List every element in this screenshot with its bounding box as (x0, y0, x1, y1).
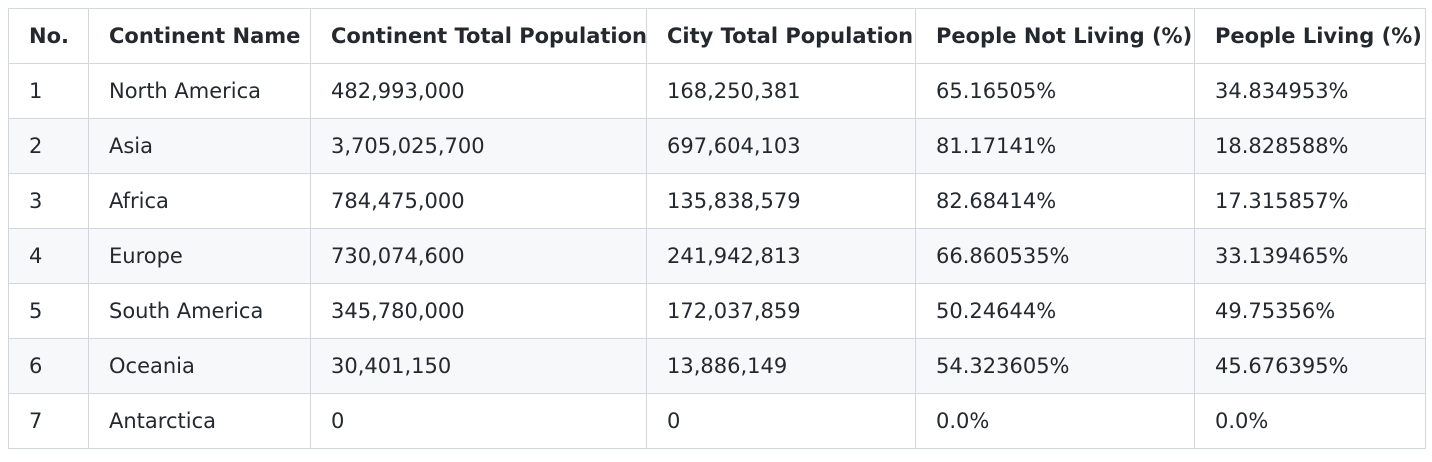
header-continent-total-population: Continent Total Population (310, 8, 647, 64)
table-container: No. Continent Name Continent Total Popul… (8, 8, 1426, 449)
header-people-living: People Living (%) (1194, 8, 1426, 64)
table-row: 1 North America 482,993,000 168,250,381 … (8, 63, 1426, 119)
cell-city-total-population: 135,838,579 (646, 173, 916, 229)
cell-no: 2 (8, 118, 89, 174)
table-row: 5 South America 345,780,000 172,037,859 … (8, 283, 1426, 339)
table-row: 2 Asia 3,705,025,700 697,604,103 81.1714… (8, 118, 1426, 174)
cell-people-living: 17.315857% (1194, 173, 1426, 229)
header-city-total-population: City Total Population (646, 8, 916, 64)
cell-continent-total-population: 784,475,000 (310, 173, 647, 229)
cell-people-not-living: 65.16505% (915, 63, 1195, 119)
cell-people-living: 34.834953% (1194, 63, 1426, 119)
cell-city-total-population: 241,942,813 (646, 228, 916, 284)
cell-people-not-living: 0.0% (915, 393, 1195, 449)
header-continent-name: Continent Name (88, 8, 311, 64)
cell-city-total-population: 697,604,103 (646, 118, 916, 174)
cell-people-not-living: 82.68414% (915, 173, 1195, 229)
population-table: No. Continent Name Continent Total Popul… (8, 8, 1426, 449)
cell-continent-total-population: 345,780,000 (310, 283, 647, 339)
cell-continent-name: South America (88, 283, 311, 339)
cell-people-living: 49.75356% (1194, 283, 1426, 339)
cell-continent-total-population: 482,993,000 (310, 63, 647, 119)
table-row: 7 Antarctica 0 0 0.0% 0.0% (8, 393, 1426, 449)
cell-city-total-population: 0 (646, 393, 916, 449)
cell-no: 5 (8, 283, 89, 339)
cell-continent-total-population: 30,401,150 (310, 338, 647, 394)
header-row: No. Continent Name Continent Total Popul… (8, 8, 1426, 64)
cell-continent-total-population: 3,705,025,700 (310, 118, 647, 174)
cell-city-total-population: 172,037,859 (646, 283, 916, 339)
cell-continent-name: Africa (88, 173, 311, 229)
cell-people-living: 45.676395% (1194, 338, 1426, 394)
cell-people-not-living: 50.24644% (915, 283, 1195, 339)
table-row: 6 Oceania 30,401,150 13,886,149 54.32360… (8, 338, 1426, 394)
cell-people-living: 33.139465% (1194, 228, 1426, 284)
cell-city-total-population: 168,250,381 (646, 63, 916, 119)
table-row: 4 Europe 730,074,600 241,942,813 66.8605… (8, 228, 1426, 284)
cell-continent-name: Europe (88, 228, 311, 284)
cell-no: 6 (8, 338, 89, 394)
header-people-not-living: People Not Living (%) (915, 8, 1195, 64)
table-header: No. Continent Name Continent Total Popul… (8, 8, 1426, 64)
cell-continent-total-population: 730,074,600 (310, 228, 647, 284)
cell-continent-total-population: 0 (310, 393, 647, 449)
cell-no: 7 (8, 393, 89, 449)
table-row: 3 Africa 784,475,000 135,838,579 82.6841… (8, 173, 1426, 229)
cell-people-living: 0.0% (1194, 393, 1426, 449)
cell-people-not-living: 54.323605% (915, 338, 1195, 394)
cell-people-not-living: 66.860535% (915, 228, 1195, 284)
cell-people-not-living: 81.17141% (915, 118, 1195, 174)
cell-continent-name: North America (88, 63, 311, 119)
cell-continent-name: Asia (88, 118, 311, 174)
header-no: No. (8, 8, 89, 64)
cell-no: 4 (8, 228, 89, 284)
cell-city-total-population: 13,886,149 (646, 338, 916, 394)
cell-people-living: 18.828588% (1194, 118, 1426, 174)
cell-continent-name: Oceania (88, 338, 311, 394)
cell-no: 3 (8, 173, 89, 229)
cell-continent-name: Antarctica (88, 393, 311, 449)
cell-no: 1 (8, 63, 89, 119)
table-body: 1 North America 482,993,000 168,250,381 … (8, 63, 1426, 449)
